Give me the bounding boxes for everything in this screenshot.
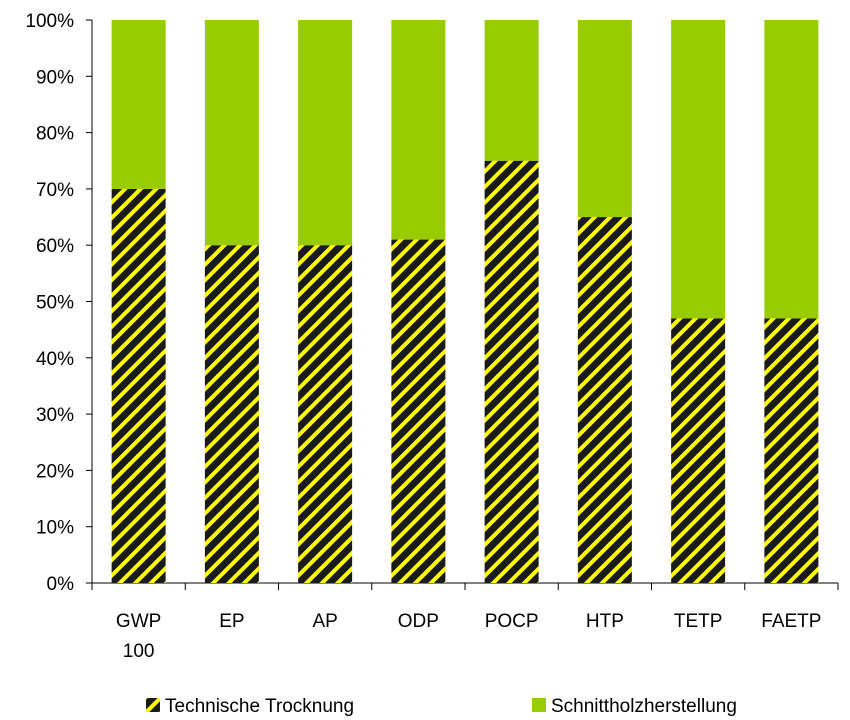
x-tick-label: EP xyxy=(219,611,244,632)
bar-htp-technische-trocknung xyxy=(577,217,632,584)
bar-ap-schnittholzherstellung xyxy=(298,20,353,246)
bars xyxy=(111,20,819,584)
x-tick-label: FAETP xyxy=(761,611,821,632)
bar-pocp-schnittholzherstellung xyxy=(484,20,539,161)
x-tick-label: HTP xyxy=(586,611,624,632)
legend-label-schnittholzherstellung: Schnittholzherstellung xyxy=(551,696,737,717)
y-tick-label: 70% xyxy=(36,180,74,201)
x-tick-labels: GWP 100 EP AP ODP POCP HTP TETP FAETP xyxy=(116,611,822,662)
y-tick-label: 90% xyxy=(36,67,74,88)
legend: Technische Trocknung Schnittholzherstellu… xyxy=(146,696,737,717)
y-tick-label: 0% xyxy=(47,574,75,595)
bar-tetp-schnittholzherstellung xyxy=(671,20,726,319)
bar-faetp-technische-trocknung xyxy=(764,318,819,583)
y-tick-label: 50% xyxy=(36,293,74,314)
y-tick-label: 40% xyxy=(36,349,74,370)
bar-ap-technische-trocknung xyxy=(298,245,353,583)
y-tick-label: 10% xyxy=(36,518,74,539)
y-tick-label: 80% xyxy=(36,124,74,145)
bar-odp-schnittholzherstellung xyxy=(391,20,446,240)
legend-swatch-technische-trocknung xyxy=(146,698,160,712)
x-tick-label: ODP xyxy=(398,611,439,632)
x-tick-label: POCP xyxy=(485,611,539,632)
y-tick-label: 30% xyxy=(36,405,74,426)
legend-swatch-schnittholzherstellung xyxy=(532,698,546,712)
x-tick-label: TETP xyxy=(674,611,723,632)
y-tick-label: 20% xyxy=(36,461,74,482)
bar-tetp-technische-trocknung xyxy=(671,318,726,583)
y-tick-labels: 0% 10% 20% 30% 40% 50% 60% 70% 80% 90% 100% xyxy=(25,11,74,595)
bar-odp-technische-trocknung xyxy=(391,239,446,583)
bar-gwp-100-technische-trocknung xyxy=(111,188,166,583)
y-tick-label: 60% xyxy=(36,236,74,257)
x-tick-label: GWP 100 xyxy=(116,611,161,662)
bar-faetp-schnittholzherstellung xyxy=(764,20,819,319)
y-tick-label: 100% xyxy=(25,11,74,32)
bar-ep-technische-trocknung xyxy=(204,245,259,583)
bar-gwp-100-schnittholzherstellung xyxy=(111,20,166,189)
legend-label-technische-trocknung: Technische Trocknung xyxy=(165,696,354,717)
bar-ep-schnittholzherstellung xyxy=(204,20,259,246)
x-tick-label: AP xyxy=(312,611,337,632)
bar-pocp-technische-trocknung xyxy=(484,160,539,583)
axes xyxy=(86,19,839,590)
bar-htp-schnittholzherstellung xyxy=(577,20,632,218)
